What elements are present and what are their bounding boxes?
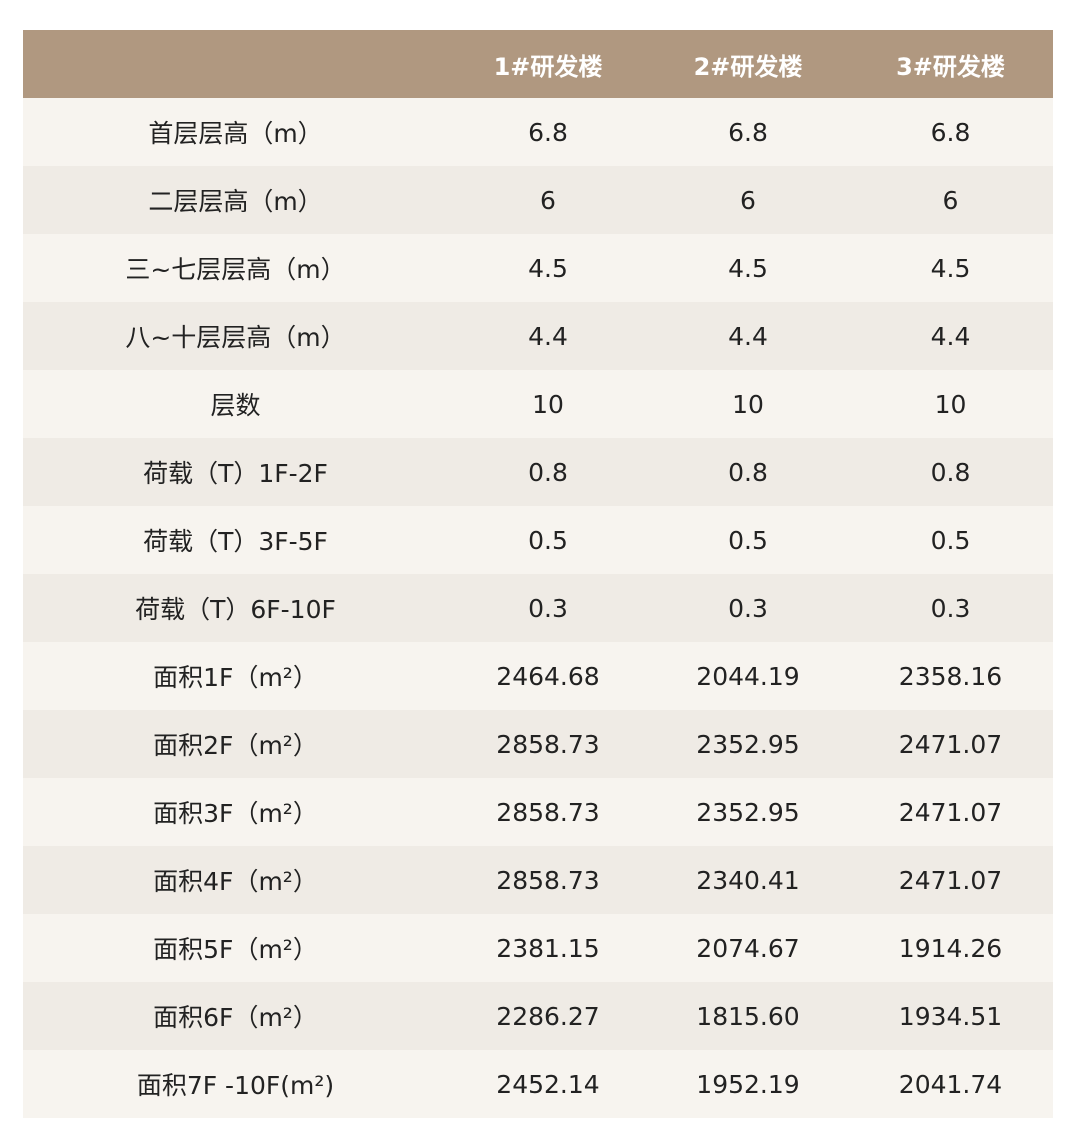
spec-table-container: 1#研发楼 2#研发楼 3#研发楼 首层层高（m） 6.8 6.8 6.8 二层层高（m… [23, 30, 1053, 1118]
value-cell-building-3: 0.3 [930, 593, 971, 623]
value-cell-building-2: 2074.67 [696, 933, 800, 963]
value-cell-building-2: 4.4 [728, 321, 768, 351]
value-cell-building-3: 2358.16 [898, 661, 1003, 691]
value-cell-building-1: 10 [532, 389, 564, 419]
row-label: 首层层高（m） [148, 119, 323, 148]
value-cell-building-2: 1952.19 [696, 1069, 800, 1099]
value-cell-building-3: 2471.07 [898, 865, 1003, 895]
row-label: 层数 [210, 391, 261, 420]
value-cell-building-3: 10 [934, 389, 967, 419]
row-label: 面积3F（m²） [153, 799, 318, 828]
value-cell-building-1: 2452.14 [496, 1069, 600, 1099]
value-cell-building-2: 1815.60 [696, 1001, 800, 1031]
value-cell-building-1: 4.5 [528, 253, 568, 283]
table-row: 面积7F -10F(m²) 2452.14 1952.19 2041.74 [23, 1050, 1053, 1118]
value-cell-building-1: 2286.27 [496, 1001, 600, 1031]
row-label: 面积5F（m²） [153, 935, 318, 964]
value-cell-building-1: 2381.15 [496, 933, 600, 963]
value-cell-building-2: 6 [740, 185, 756, 215]
value-cell-building-3: 4.4 [930, 321, 971, 351]
value-cell-building-2: 2340.41 [696, 865, 800, 895]
value-cell-building-3: 2041.74 [898, 1069, 1003, 1099]
row-label: 面积1F（m²） [153, 663, 318, 692]
value-cell-building-2: 2044.19 [696, 661, 800, 691]
column-header-building-3: 3#研发楼 [896, 52, 1005, 81]
value-cell-building-1: 6 [540, 185, 556, 215]
table-row: 面积3F（m²） 2858.73 2352.95 2471.07 [23, 778, 1053, 846]
value-cell-building-1: 2858.73 [496, 865, 600, 895]
value-cell-building-1: 0.5 [528, 525, 568, 555]
row-label: 三~七层层高（m） [125, 255, 346, 284]
column-header-building-2: 2#研发楼 [693, 52, 803, 81]
value-cell-building-2: 6.8 [728, 117, 768, 147]
table-row: 面积1F（m²） 2464.68 2044.19 2358.16 [23, 642, 1053, 710]
row-label: 荷载（T）6F-10F [135, 595, 336, 624]
row-label: 八~十层层高（m） [125, 323, 346, 352]
table-row: 荷载（T）6F-10F 0.3 0.3 0.3 [23, 574, 1053, 642]
value-cell-building-2: 4.5 [728, 253, 768, 283]
value-cell-building-1: 0.8 [528, 457, 568, 487]
table-row: 面积5F（m²） 2381.15 2074.67 1914.26 [23, 914, 1053, 982]
table-row: 三~七层层高（m） 4.5 4.5 4.5 [23, 234, 1053, 302]
table-row: 层数 10 10 10 [23, 370, 1053, 438]
value-cell-building-3: 1914.26 [898, 933, 1003, 963]
value-cell-building-1: 2858.73 [496, 797, 600, 827]
column-header-building-1: 1#研发楼 [493, 52, 603, 81]
table-header: 1#研发楼 2#研发楼 3#研发楼 [23, 30, 1053, 98]
header-row: 1#研发楼 2#研发楼 3#研发楼 [23, 30, 1053, 98]
value-cell-building-1: 6.8 [528, 117, 568, 147]
value-cell-building-2: 0.5 [728, 525, 768, 555]
value-cell-building-1: 0.3 [528, 593, 568, 623]
table-row: 荷载（T）3F-5F 0.5 0.5 0.5 [23, 506, 1053, 574]
value-cell-building-3: 0.8 [930, 457, 971, 487]
value-cell-building-2: 10 [732, 389, 764, 419]
value-cell-building-2: 2352.95 [696, 729, 800, 759]
table-row: 面积2F（m²） 2858.73 2352.95 2471.07 [23, 710, 1053, 778]
table-body: 首层层高（m） 6.8 6.8 6.8 二层层高（m） 6 6 6 三~七层层高（m） 4.5 4.… [23, 98, 1053, 1118]
value-cell-building-3: 1934.51 [898, 1001, 1003, 1031]
value-cell-building-3: 6.8 [930, 117, 971, 147]
table-row: 二层层高（m） 6 6 6 [23, 166, 1053, 234]
row-label: 二层层高（m） [148, 187, 323, 216]
value-cell-building-3: 2471.07 [898, 729, 1003, 759]
value-cell-building-3: 2471.07 [898, 797, 1003, 827]
value-cell-building-3: 0.5 [930, 525, 971, 555]
table-row: 面积4F（m²） 2858.73 2340.41 2471.07 [23, 846, 1053, 914]
table-row: 面积6F（m²） 2286.27 1815.60 1934.51 [23, 982, 1053, 1050]
value-cell-building-3: 6 [942, 185, 959, 215]
row-label: 面积2F（m²） [153, 731, 318, 760]
value-cell-building-1: 2858.73 [496, 729, 600, 759]
table-row: 荷载（T）1F-2F 0.8 0.8 0.8 [23, 438, 1053, 506]
header-label-cell [23, 30, 448, 98]
row-label: 面积7F -10F(m²) [136, 1071, 335, 1100]
value-cell-building-1: 4.4 [528, 321, 568, 351]
value-cell-building-1: 2464.68 [496, 661, 600, 691]
value-cell-building-2: 0.8 [728, 457, 768, 487]
value-cell-building-2: 2352.95 [696, 797, 800, 827]
table-row: 八~十层层高（m） 4.4 4.4 4.4 [23, 302, 1053, 370]
row-label: 荷载（T）3F-5F [143, 527, 328, 556]
value-cell-building-2: 0.3 [728, 593, 768, 623]
table-row: 首层层高（m） 6.8 6.8 6.8 [23, 98, 1053, 166]
row-label: 荷载（T）1F-2F [143, 459, 328, 488]
row-label: 面积4F（m²） [153, 867, 318, 896]
value-cell-building-3: 4.5 [930, 253, 971, 283]
row-label: 面积6F（m²） [153, 1003, 318, 1032]
spec-table: 1#研发楼 2#研发楼 3#研发楼 首层层高（m） 6.8 6.8 6.8 二层层高（m… [23, 30, 1053, 1118]
